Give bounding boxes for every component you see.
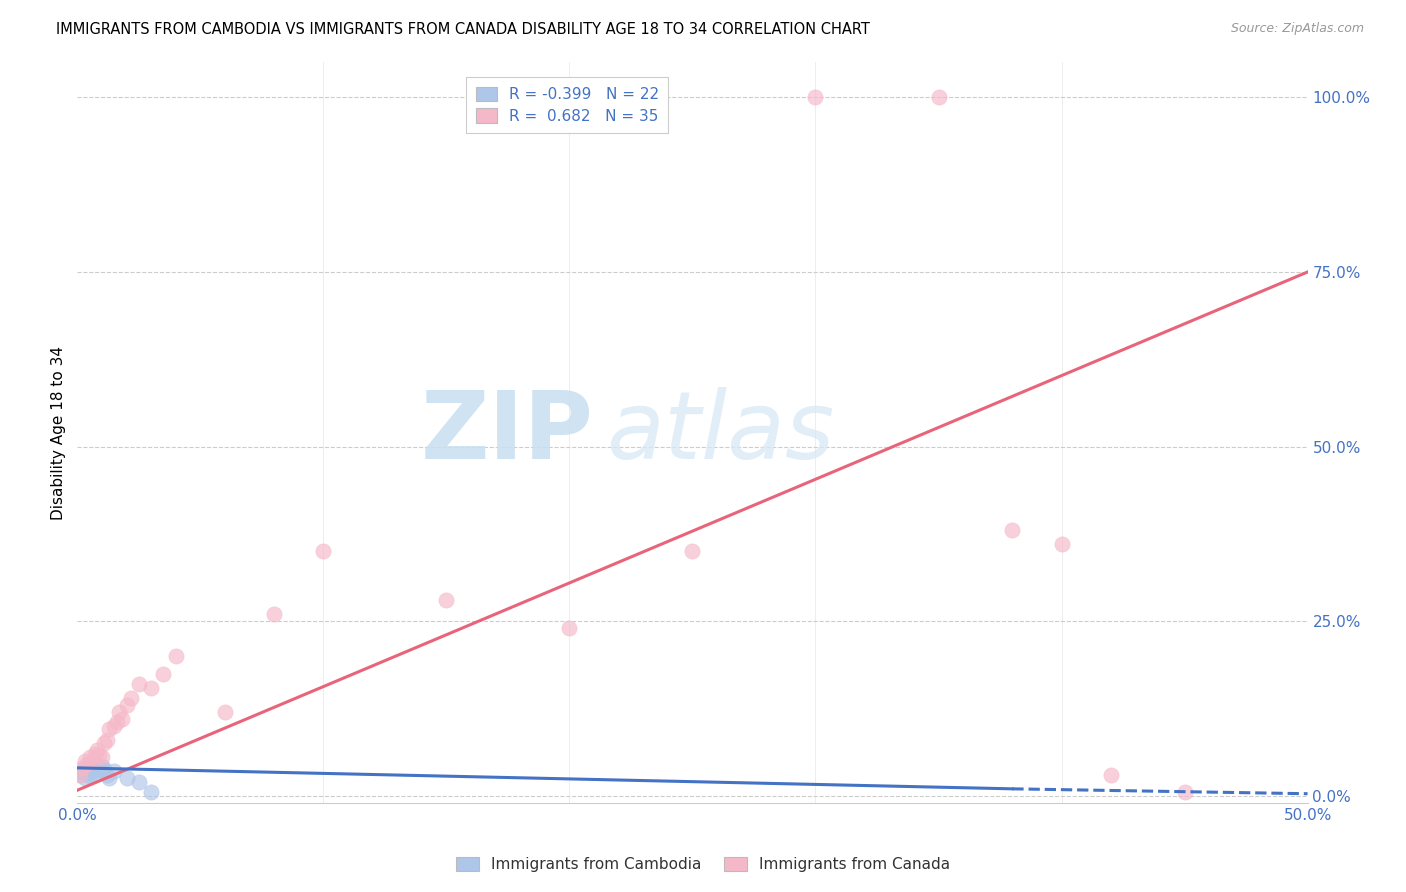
Point bbox=[76, 761, 98, 775]
Point bbox=[73, 772, 96, 786]
Point bbox=[558, 621, 581, 635]
Point bbox=[103, 764, 125, 779]
Point bbox=[93, 762, 115, 776]
Point bbox=[141, 681, 163, 695]
Point bbox=[312, 544, 335, 558]
Point bbox=[69, 768, 91, 782]
Legend: R = -0.399   N = 22, R =  0.682   N = 35: R = -0.399 N = 22, R = 0.682 N = 35 bbox=[467, 78, 668, 133]
Point bbox=[1099, 768, 1122, 782]
Legend: Immigrants from Cambodia, Immigrants from Canada: Immigrants from Cambodia, Immigrants fro… bbox=[449, 849, 957, 880]
Point bbox=[79, 759, 101, 773]
Point bbox=[98, 772, 121, 786]
Point bbox=[70, 764, 93, 779]
Point bbox=[214, 705, 236, 719]
Point bbox=[115, 698, 138, 712]
Point bbox=[79, 750, 101, 764]
Point bbox=[82, 764, 104, 779]
Text: IMMIGRANTS FROM CAMBODIA VS IMMIGRANTS FROM CANADA DISABILITY AGE 18 TO 34 CORRE: IMMIGRANTS FROM CAMBODIA VS IMMIGRANTS F… bbox=[56, 22, 870, 37]
Point bbox=[90, 759, 114, 773]
Point bbox=[83, 757, 105, 772]
Point bbox=[1050, 537, 1073, 551]
Point bbox=[86, 762, 108, 776]
Y-axis label: Disability Age 18 to 34: Disability Age 18 to 34 bbox=[51, 345, 66, 520]
Point bbox=[682, 544, 704, 558]
Point bbox=[111, 712, 132, 726]
Point bbox=[70, 761, 93, 775]
Point bbox=[108, 705, 131, 719]
Point bbox=[152, 666, 174, 681]
Point bbox=[96, 768, 118, 782]
Text: atlas: atlas bbox=[606, 387, 835, 478]
Point bbox=[128, 677, 150, 691]
Text: ZIP: ZIP bbox=[422, 386, 595, 479]
Point bbox=[121, 691, 143, 706]
Point bbox=[76, 757, 98, 772]
Point bbox=[804, 90, 827, 104]
Point bbox=[83, 747, 105, 761]
Point bbox=[69, 768, 91, 782]
Point bbox=[82, 756, 104, 770]
Point bbox=[86, 743, 108, 757]
Point bbox=[165, 649, 187, 664]
Point bbox=[103, 719, 125, 733]
Text: Source: ZipAtlas.com: Source: ZipAtlas.com bbox=[1230, 22, 1364, 36]
Point bbox=[96, 733, 118, 747]
Point bbox=[98, 723, 121, 737]
Point bbox=[76, 766, 98, 780]
Point bbox=[263, 607, 285, 622]
Point bbox=[1001, 524, 1024, 538]
Point bbox=[79, 769, 101, 783]
Point bbox=[89, 761, 111, 775]
Point bbox=[928, 90, 950, 104]
Point bbox=[115, 772, 138, 786]
Point bbox=[73, 762, 96, 776]
Point bbox=[89, 748, 111, 763]
Point bbox=[1174, 785, 1197, 799]
Point bbox=[90, 750, 114, 764]
Point bbox=[93, 736, 115, 750]
Point bbox=[436, 593, 458, 607]
Point bbox=[105, 715, 128, 730]
Point bbox=[83, 768, 105, 782]
Point bbox=[90, 764, 114, 779]
Point bbox=[73, 754, 96, 768]
Point bbox=[141, 785, 163, 799]
Point bbox=[128, 775, 150, 789]
